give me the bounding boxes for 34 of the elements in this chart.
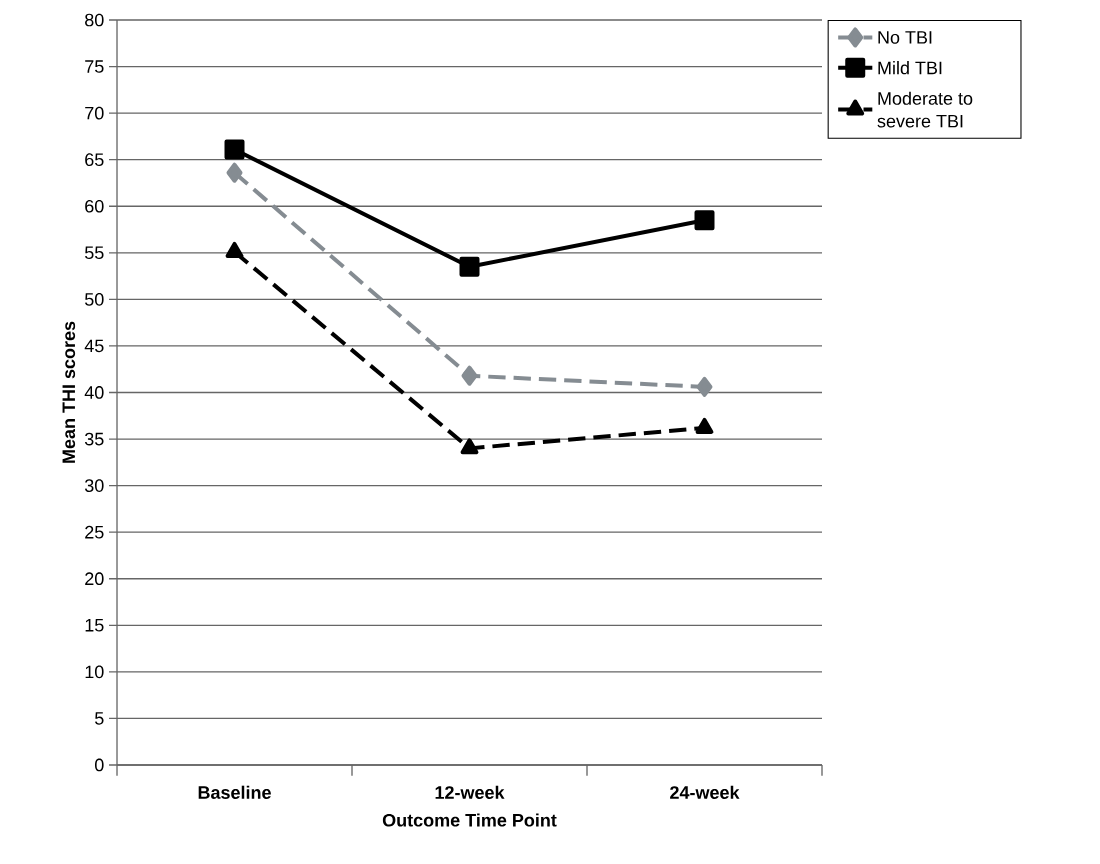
y-tick-label: 65 xyxy=(85,153,104,167)
y-tick-label: 75 xyxy=(85,60,104,73)
x-axis-title: Outcome Time Point xyxy=(382,813,557,827)
point xyxy=(224,139,245,160)
y-tick-label: 60 xyxy=(85,199,104,213)
y-tick-label: 15 xyxy=(85,619,104,632)
y-tick-label: 45 xyxy=(84,339,104,353)
y-tick-label: 30 xyxy=(84,479,104,492)
x-tick-label: 24-week xyxy=(670,785,740,799)
point xyxy=(225,241,244,258)
x-tick-label: 12-week xyxy=(435,785,505,799)
y-tick-label: 20 xyxy=(85,572,104,586)
point xyxy=(226,162,243,183)
point xyxy=(461,365,478,386)
y-tick-label: 35 xyxy=(84,432,104,446)
point xyxy=(459,256,480,277)
y-axis-title: Mean THI scores xyxy=(62,321,76,463)
point xyxy=(696,376,713,397)
y-tick-label: 25 xyxy=(85,525,104,539)
y-tick-label: 70 xyxy=(85,106,104,120)
y-tick-label: 40 xyxy=(84,386,104,399)
y-tick-label: 55 xyxy=(84,246,104,260)
legend-label: Mild TBI xyxy=(878,61,942,75)
point xyxy=(460,438,479,455)
point xyxy=(695,417,714,434)
y-tick-label: 50 xyxy=(84,293,104,306)
y-tick-label: 80 xyxy=(85,13,104,27)
x-tick-label: Baseline xyxy=(198,785,271,799)
point xyxy=(694,210,715,231)
y-tick-label: 5 xyxy=(95,712,104,725)
legend-label: Moderate to severe TBI xyxy=(877,91,973,128)
legend-label: No TBI xyxy=(878,31,932,44)
y-tick-label: 0 xyxy=(95,758,104,772)
y-tick-label: 10 xyxy=(85,665,104,679)
